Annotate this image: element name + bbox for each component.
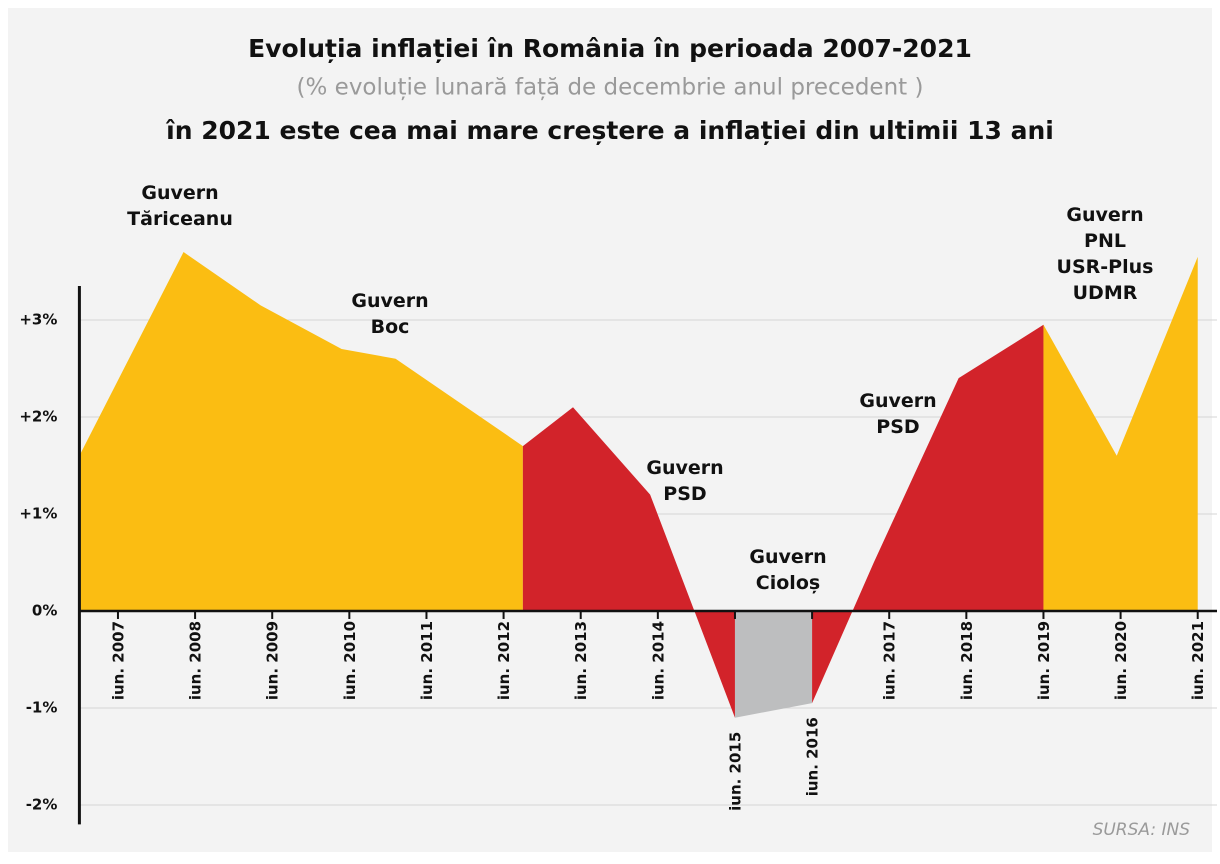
y-tick-label: +1% bbox=[19, 504, 57, 522]
annotation: Guvern Cioloș bbox=[749, 546, 826, 594]
x-tick-label: iun. 2012 bbox=[495, 621, 513, 700]
y-tick-label: +3% bbox=[19, 310, 57, 328]
annotation-line: PSD bbox=[876, 416, 919, 438]
x-tick-label: iun. 2017 bbox=[881, 621, 899, 700]
annotation-line: PNL bbox=[1084, 230, 1126, 252]
x-tick-label: iun. 2016 bbox=[804, 717, 822, 796]
annotation-line: Tăriceanu bbox=[127, 208, 233, 230]
area-segment bbox=[734, 610, 813, 718]
annotation: Guvern PNL USR-Plus UDMR bbox=[1057, 204, 1154, 304]
x-tick-label: iun. 2020 bbox=[1112, 621, 1130, 700]
chart-title: Evoluția inflației în România în perioad… bbox=[248, 34, 972, 63]
x-tick-label: iun. 2015 bbox=[726, 732, 744, 811]
area-segment bbox=[812, 324, 1044, 704]
x-tick-label: iun. 2011 bbox=[418, 621, 436, 700]
x-tick-label: iun. 2018 bbox=[958, 621, 976, 700]
x-tick-label: iun. 2010 bbox=[341, 621, 359, 700]
y-tick-label: -2% bbox=[26, 795, 58, 813]
annotation-line: Guvern bbox=[351, 290, 428, 312]
annotation-line: Cioloș bbox=[756, 572, 820, 594]
chart-subtitle: (% evoluție lunară față de decembrie anu… bbox=[297, 75, 924, 101]
chart-headline: în 2021 este cea mai mare creștere a inf… bbox=[165, 116, 1054, 145]
x-tick-label: iun. 2014 bbox=[649, 621, 667, 700]
y-tick-label: +2% bbox=[19, 407, 57, 425]
x-tick-label: iun. 2007 bbox=[109, 621, 127, 700]
x-tick-label: iun. 2008 bbox=[187, 621, 205, 700]
annotation-line: Guvern bbox=[749, 546, 826, 568]
x-tick-label: iun. 2013 bbox=[572, 621, 590, 700]
annotation-line: USR-Plus bbox=[1057, 256, 1154, 278]
annotation: Guvern Boc bbox=[351, 290, 428, 338]
area-segment bbox=[79, 252, 523, 611]
annotation-line: Guvern bbox=[1066, 204, 1143, 226]
annotation-line: PSD bbox=[663, 483, 706, 505]
annotation: Guvern PSD bbox=[646, 457, 723, 505]
y-tick-label: 0% bbox=[32, 601, 57, 619]
area-segment bbox=[1043, 256, 1198, 611]
annotation: Guvern Tăriceanu bbox=[127, 182, 233, 230]
source: SURSA: INS bbox=[1093, 820, 1191, 840]
annotation-line: Boc bbox=[371, 316, 410, 338]
annotation-line: UDMR bbox=[1073, 282, 1138, 304]
y-tick-label: -1% bbox=[26, 698, 58, 716]
annotation-line: Guvern bbox=[859, 390, 936, 412]
annotation-line: Guvern bbox=[141, 182, 218, 204]
area-segment bbox=[522, 407, 735, 718]
x-tick-label: iun. 2019 bbox=[1035, 621, 1053, 700]
annotation: Guvern PSD bbox=[859, 390, 936, 438]
x-tick-label: iun. 2021 bbox=[1189, 621, 1207, 700]
annotation-line: Guvern bbox=[646, 457, 723, 479]
x-tick-label: iun. 2009 bbox=[264, 621, 282, 700]
